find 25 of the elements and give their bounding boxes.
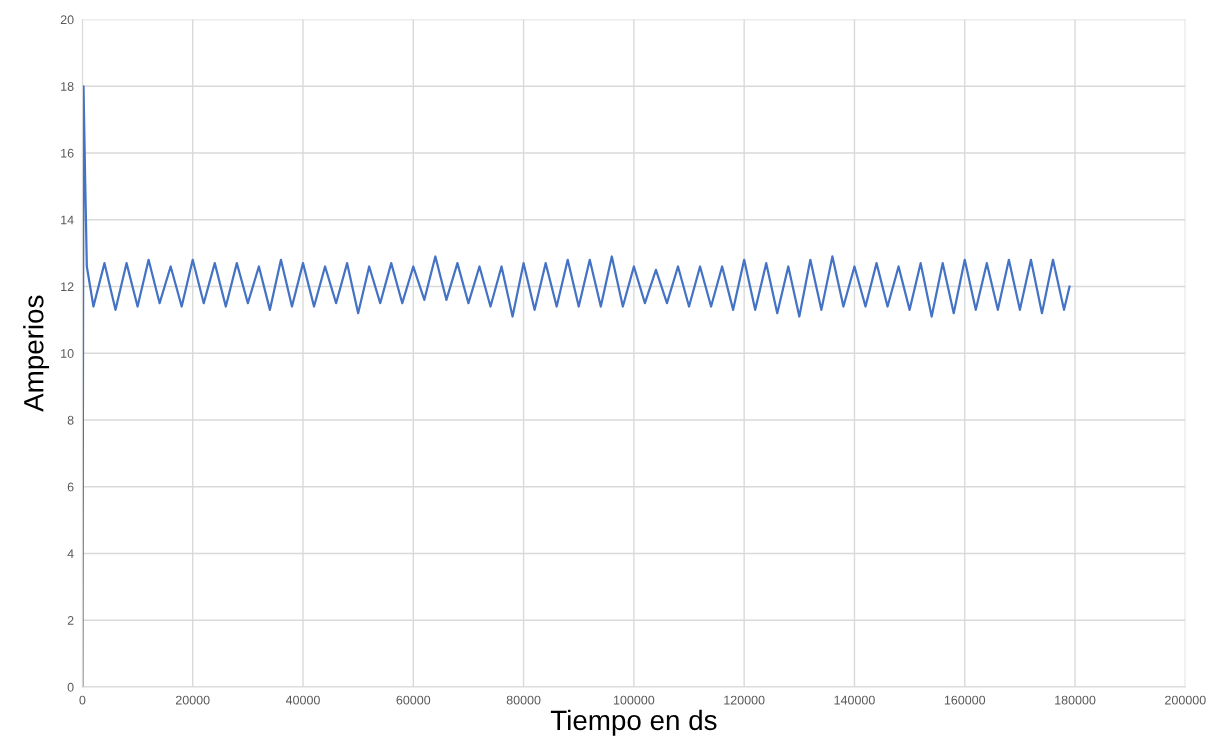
x-tick-label: 60000 bbox=[396, 695, 431, 705]
x-tick-label: 100000 bbox=[613, 695, 655, 705]
y-tick-label: 2 bbox=[67, 616, 74, 625]
y-tick-label: 6 bbox=[67, 482, 74, 492]
x-axis-title: Tiempo en ds bbox=[550, 709, 717, 736]
y-tick-label: 12 bbox=[61, 282, 74, 292]
y-tick-label: 4 bbox=[67, 549, 74, 559]
y-tick-label: 0 bbox=[67, 682, 74, 692]
x-tick-label: 180000 bbox=[1055, 695, 1096, 705]
y-tick-label: 10 bbox=[61, 349, 74, 358]
y-axis-title: Amperios bbox=[23, 295, 50, 412]
y-tick-label: 14 bbox=[61, 215, 74, 225]
y-tick-label: 18 bbox=[61, 82, 74, 91]
x-tick-label: 160000 bbox=[944, 695, 986, 705]
x-tick-label: 20000 bbox=[175, 695, 210, 705]
x-tick-label: 0 bbox=[79, 695, 86, 705]
line-series bbox=[82, 85, 1071, 687]
y-tick-label: 20 bbox=[60, 15, 74, 25]
y-tick-label: 16 bbox=[61, 148, 74, 158]
x-tick-label: 80000 bbox=[506, 695, 541, 705]
x-tick-label: 200000 bbox=[1165, 695, 1206, 705]
x-tick-label: 140000 bbox=[834, 695, 875, 705]
x-tick-label: 40000 bbox=[285, 695, 320, 705]
y-tick-label: 8 bbox=[67, 415, 74, 425]
x-tick-label: 120000 bbox=[724, 695, 765, 705]
